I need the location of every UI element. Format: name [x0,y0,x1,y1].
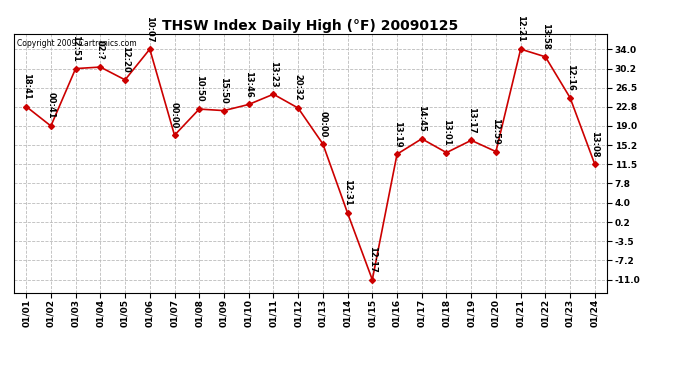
Text: 00:00: 00:00 [318,111,327,137]
Title: THSW Index Daily High (°F) 20090125: THSW Index Daily High (°F) 20090125 [162,19,459,33]
Text: 13:46: 13:46 [244,71,253,98]
Text: 13:58: 13:58 [541,23,550,50]
Text: 15:50: 15:50 [219,77,228,104]
Text: 13:23: 13:23 [269,61,278,87]
Text: Copyright 2009 Cartronics.com: Copyright 2009 Cartronics.com [17,39,137,48]
Text: 13:01: 13:01 [442,119,451,146]
Text: 12:16: 12:16 [566,64,575,91]
Text: 00:41: 00:41 [46,92,55,119]
Text: 12:20: 12:20 [121,46,130,73]
Text: 13:17: 13:17 [466,107,475,134]
Text: 12:17: 12:17 [368,246,377,273]
Text: 20:32: 20:32 [294,75,303,101]
Text: 12:31: 12:31 [343,179,352,206]
Text: 13:08: 13:08 [591,131,600,158]
Text: 12:51: 12:51 [71,35,80,62]
Text: 18:41: 18:41 [21,73,30,100]
Text: 14:45: 14:45 [417,105,426,132]
Text: 10:50: 10:50 [195,75,204,102]
Text: 13:19: 13:19 [393,121,402,147]
Text: 12:21: 12:21 [516,15,525,42]
Text: 10:07: 10:07 [146,16,155,42]
Text: 00:00: 00:00 [170,102,179,128]
Text: 12:59: 12:59 [491,118,500,145]
Text: 02:?: 02:? [96,40,105,60]
